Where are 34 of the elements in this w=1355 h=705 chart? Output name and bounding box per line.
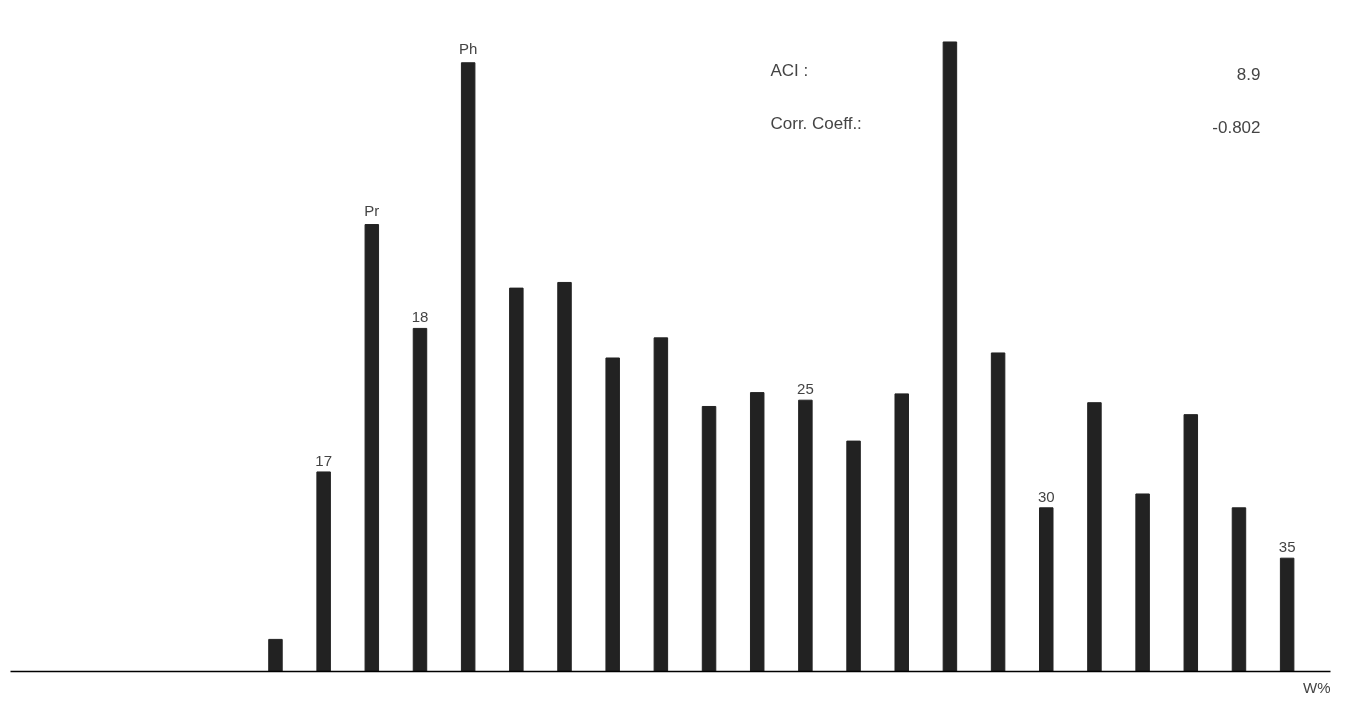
bar: [990, 352, 1006, 672]
bar: [894, 393, 909, 672]
bar: [268, 638, 283, 672]
bar: [364, 224, 380, 672]
annotation: 8.9: [1236, 64, 1261, 84]
bar: [701, 405, 717, 672]
x-axis-title: W%: [1303, 678, 1331, 696]
bar: [1279, 557, 1295, 672]
bar: [942, 41, 958, 672]
bar: [1183, 414, 1199, 672]
bar: [749, 392, 765, 672]
bar: [1135, 493, 1150, 672]
annotation: ACI :: [770, 60, 809, 80]
annotation: Corr. Coeff.:: [770, 114, 862, 134]
x-tick-label: Pr: [364, 201, 380, 219]
bar: [1087, 402, 1102, 672]
x-tick-label: 18: [411, 308, 429, 326]
bar: [509, 287, 524, 672]
bar: [557, 281, 572, 672]
x-tick-label: 30: [1037, 487, 1055, 505]
x-tick-label: 17: [315, 451, 332, 469]
bar: [460, 62, 476, 672]
x-tick-label: 35: [1278, 538, 1296, 556]
bar: [653, 337, 669, 672]
bar: [316, 471, 331, 672]
bar: [1231, 507, 1247, 672]
x-tick-label: 25: [797, 380, 814, 398]
bar: [1039, 507, 1054, 672]
x-tick-label: Ph: [458, 39, 478, 57]
bar: [798, 399, 813, 672]
bar: [412, 327, 428, 672]
annotation: -0.802: [1212, 118, 1261, 138]
bar: [605, 357, 620, 672]
bar: [846, 440, 861, 672]
